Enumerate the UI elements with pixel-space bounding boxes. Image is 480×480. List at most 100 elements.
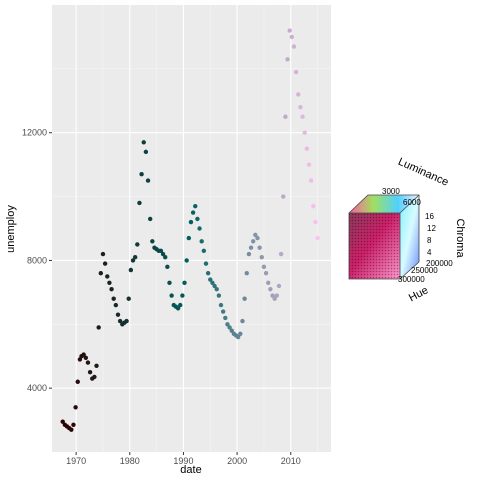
data-point <box>69 427 74 432</box>
y-tick-label: 8000 <box>27 255 47 265</box>
data-point <box>160 251 166 257</box>
data-point <box>100 251 106 257</box>
data-point <box>203 261 209 266</box>
data-point <box>147 216 153 222</box>
data-point <box>92 374 97 380</box>
data-point <box>210 280 215 285</box>
data-point <box>137 200 142 206</box>
data-point <box>132 255 138 260</box>
data-point <box>259 255 264 260</box>
data-point <box>87 369 93 375</box>
data-point <box>240 318 245 324</box>
data-point <box>304 146 310 151</box>
data-point <box>145 178 151 183</box>
luminance-label-1: 3000 <box>382 187 400 196</box>
data-point <box>261 264 267 270</box>
data-point <box>229 328 234 333</box>
data-point <box>178 302 183 308</box>
data-point <box>248 245 254 250</box>
data-point <box>111 296 116 301</box>
data-point <box>238 331 243 337</box>
data-point <box>71 422 76 428</box>
data-point <box>281 194 286 199</box>
hue-axis-title: Hue <box>407 284 430 304</box>
data-point <box>227 325 232 330</box>
data-point <box>293 69 299 75</box>
cube-top-face <box>349 195 419 213</box>
data-point <box>163 255 168 260</box>
axis-ticks: 1970 1980 1990 2000 2010 4000 8000 12000 <box>22 128 301 466</box>
x-axis-title: date <box>180 464 201 476</box>
luminance-axis-title: Luminance <box>396 156 450 189</box>
data-point <box>197 226 202 231</box>
data-point <box>195 216 200 222</box>
cube-edge-lines <box>348 194 420 280</box>
data-point <box>287 28 292 33</box>
colour-cube-legend: Luminance Chroma Hue 3000 6000 16 12 8 4… <box>348 156 466 304</box>
hue-label-1: 200000 <box>426 259 453 268</box>
data-point <box>117 318 123 324</box>
x-tick-label: 2010 <box>281 456 301 466</box>
x-tick-label: 1970 <box>66 456 86 466</box>
data-point <box>124 318 129 324</box>
data-point <box>188 219 194 225</box>
chroma-label-4: 4 <box>427 248 432 257</box>
data-point <box>266 280 271 285</box>
data-point <box>193 203 198 209</box>
data-point <box>274 293 280 298</box>
data-point <box>83 355 89 361</box>
data-point <box>94 363 99 368</box>
data-point <box>180 293 185 298</box>
data-point <box>143 149 149 155</box>
data-point <box>135 242 140 247</box>
data-point <box>115 312 121 317</box>
data-point <box>107 280 112 285</box>
data-point <box>85 360 91 365</box>
panel-background <box>52 5 331 452</box>
cube-top-edge <box>399 194 420 214</box>
data-point <box>300 114 305 119</box>
luminance-label-2: 6000 <box>403 198 421 207</box>
data-point <box>150 239 155 244</box>
grid-lines <box>52 5 331 452</box>
data-point <box>285 57 290 62</box>
data-point <box>105 274 110 279</box>
data-point <box>246 251 252 257</box>
hue-label-3: 300000 <box>398 275 425 284</box>
data-point <box>214 286 219 292</box>
data-point <box>296 92 301 97</box>
cube-side-face <box>400 195 419 279</box>
data-point <box>263 271 269 276</box>
data-point <box>216 293 222 298</box>
data-point <box>302 130 307 135</box>
data-point <box>283 114 288 119</box>
data-point <box>98 271 104 276</box>
data-point <box>73 405 78 410</box>
data-point <box>186 235 192 241</box>
data-point <box>308 178 314 183</box>
data-point <box>315 235 320 241</box>
cube-front-face-dots <box>349 213 400 279</box>
y-tick-label: 4000 <box>27 383 47 393</box>
data-point <box>311 203 316 209</box>
data-point <box>270 293 275 298</box>
data-point <box>276 283 282 289</box>
data-point <box>225 322 230 327</box>
data-point <box>126 296 131 301</box>
data-point <box>313 219 318 225</box>
data-point <box>184 258 189 263</box>
data-point <box>242 296 247 301</box>
data-point <box>113 302 119 308</box>
data-point <box>130 258 136 263</box>
chroma-axis-title: Chroma <box>454 218 466 258</box>
data-point <box>199 239 204 244</box>
data-point <box>81 352 86 357</box>
data-point <box>75 379 80 384</box>
data-point <box>175 306 181 311</box>
data-point <box>291 44 297 49</box>
data-point <box>109 286 114 292</box>
data-point <box>165 264 170 270</box>
y-axis-title: unemploy <box>5 205 17 253</box>
data-point <box>257 245 262 250</box>
